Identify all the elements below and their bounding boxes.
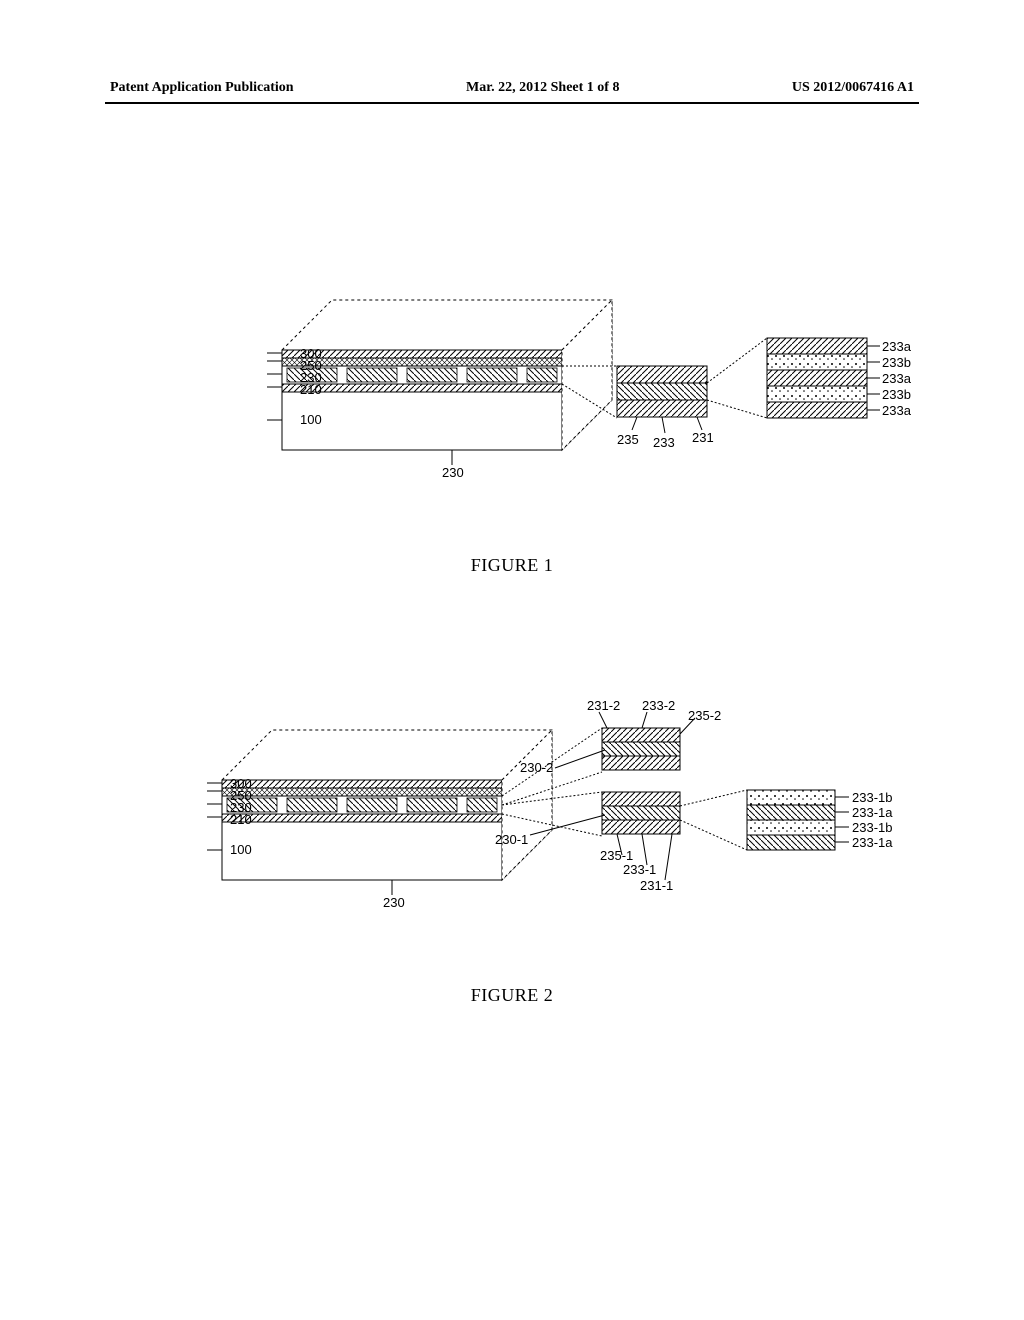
f2-l-231-1: 231-1: [640, 878, 673, 893]
f1-d2-233a1: 233a: [882, 339, 911, 354]
f2-u-235-2: 235-2: [688, 708, 721, 723]
f1-d1-235: 235: [617, 432, 639, 447]
f2-u-231-2: 231-2: [587, 698, 620, 713]
f2-label-100: 100: [230, 842, 252, 857]
f2-u-233-2: 233-2: [642, 698, 675, 713]
figure-2-svg: [77, 690, 947, 950]
header-center: Mar. 22, 2012 Sheet 1 of 8: [466, 80, 619, 96]
f1-d1-233: 233: [653, 435, 675, 450]
figure-1-caption: FIGURE 1: [0, 555, 1024, 576]
f2-l-235-1: 235-1: [600, 848, 633, 863]
f2-f-233-1a1: 233-1a: [852, 805, 892, 820]
figure-1-svg: [102, 290, 922, 520]
f1-d2-233a2: 233a: [882, 371, 911, 386]
f2-label-230b: 230: [383, 895, 405, 910]
f1-d2-233b1: 233b: [882, 355, 911, 370]
f2-f-233-1b2: 233-1b: [852, 820, 892, 835]
f2-label-230-2: 230-2: [520, 760, 553, 775]
page-header: Patent Application Publication Mar. 22, …: [0, 80, 1024, 96]
figure-1: 300 250 230 210 100 230 235 233 231 233a…: [0, 290, 1024, 576]
f1-label-230b: 230: [442, 465, 464, 480]
figure-2-caption: FIGURE 2: [0, 985, 1024, 1006]
f2-l-233-1: 233-1: [623, 862, 656, 877]
f1-d2-233a3: 233a: [882, 403, 911, 418]
header-left: Patent Application Publication: [110, 80, 294, 96]
header-right: US 2012/0067416 A1: [792, 80, 914, 96]
f1-d1-231: 231: [692, 430, 714, 445]
f2-f-233-1b1: 233-1b: [852, 790, 892, 805]
figure-2: 300 250 230 210 100 230 230-2 230-1 231-…: [0, 690, 1024, 1006]
f1-label-210: 210: [300, 382, 322, 397]
f2-f-233-1a2: 233-1a: [852, 835, 892, 850]
f1-label-100: 100: [300, 412, 322, 427]
f2-label-210: 210: [230, 812, 252, 827]
header-rule: [105, 102, 919, 104]
f1-d2-233b2: 233b: [882, 387, 911, 402]
f2-label-230-1: 230-1: [495, 832, 528, 847]
